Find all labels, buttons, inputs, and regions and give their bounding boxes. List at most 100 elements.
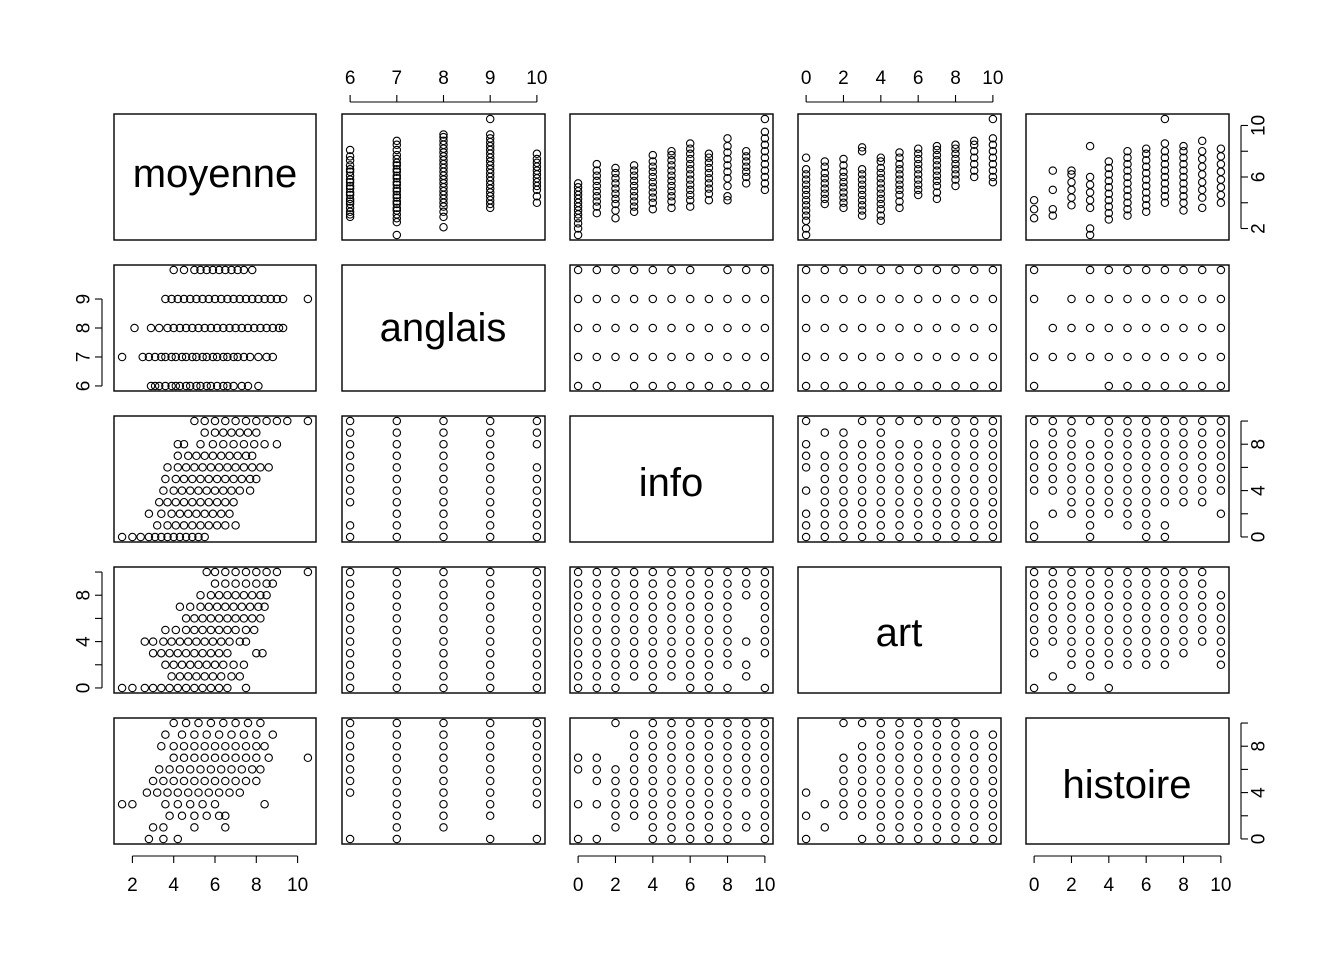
point-info-vs-histoire <box>1048 486 1058 495</box>
point-art-vs-histoire <box>1179 579 1188 588</box>
point-moyenne-vs-art <box>913 149 923 159</box>
point-moyenne-vs-art <box>801 170 811 179</box>
point-info-vs-anglais <box>439 474 448 484</box>
point-moyenne-vs-art <box>932 156 942 165</box>
point-moyenne-vs-art <box>932 145 942 155</box>
point-anglais-vs-moyenne <box>181 352 191 362</box>
point-anglais-vs-moyenne <box>243 381 253 391</box>
point-art-vs-moyenne <box>268 579 278 588</box>
point-moyenne-vs-art <box>932 161 942 170</box>
point-info-vs-moyenne <box>183 451 193 461</box>
point-anglais-vs-info <box>741 381 751 391</box>
point-info-vs-moyenne <box>243 428 253 437</box>
point-histoire-vs-moyenne <box>204 788 214 797</box>
point-moyenne-vs-info <box>760 172 770 182</box>
point-histoire-vs-info <box>760 834 770 844</box>
point-art-vs-info <box>611 602 620 612</box>
point-info-vs-histoire <box>1085 439 1095 449</box>
point-moyenne-vs-info <box>629 186 639 196</box>
point-histoire-vs-moyenne <box>161 730 170 739</box>
point-moyenne-vs-info <box>723 161 732 170</box>
point-info-vs-anglais <box>532 439 542 449</box>
point-moyenne-vs-histoire <box>1085 188 1095 197</box>
point-anglais-vs-art <box>839 265 848 275</box>
point-info-vs-histoire <box>1197 497 1207 507</box>
tick-label-bottom-moyenne: 4 <box>168 875 179 896</box>
point-art-vs-moyenne <box>247 590 257 600</box>
point-anglais-vs-moyenne <box>216 294 226 304</box>
point-histoire-vs-info <box>667 788 676 797</box>
point-art-vs-info <box>573 637 583 646</box>
diagonal-panel-anglais <box>341 264 546 392</box>
point-info-vs-moyenne <box>208 509 218 519</box>
point-art-vs-moyenne <box>190 614 199 623</box>
point-anglais-vs-info <box>741 265 751 275</box>
point-art-vs-info <box>685 614 695 623</box>
point-moyenne-vs-histoire <box>1197 146 1207 156</box>
point-info-vs-anglais <box>439 451 448 461</box>
point-anglais-vs-moyenne <box>237 381 247 391</box>
point-moyenne-vs-info <box>704 174 714 183</box>
point-art-vs-info <box>723 567 732 577</box>
tick-label-bottom-moyenne: 2 <box>127 875 138 896</box>
point-art-vs-info <box>573 614 583 623</box>
point-info-vs-moyenne <box>210 486 220 495</box>
point-moyenne-vs-art <box>932 181 942 191</box>
point-moyenne-vs-info <box>629 202 639 211</box>
tick-label-left-anglais: 9 <box>74 294 95 305</box>
point-moyenne-vs-histoire <box>1141 194 1151 204</box>
point-moyenne-vs-anglais <box>392 161 402 170</box>
point-histoire-vs-anglais <box>345 718 355 728</box>
point-info-vs-histoire <box>1067 428 1076 437</box>
point-art-vs-histoire <box>1104 590 1114 600</box>
point-anglais-vs-info <box>741 352 751 362</box>
point-anglais-vs-art <box>857 381 867 391</box>
point-histoire-vs-art <box>895 730 904 739</box>
point-info-vs-anglais <box>485 509 495 519</box>
point-info-vs-moyenne <box>212 474 222 484</box>
point-info-vs-moyenne <box>188 532 197 542</box>
point-histoire-vs-moyenne <box>183 788 193 797</box>
point-art-vs-anglais <box>392 579 402 588</box>
point-histoire-vs-info <box>629 811 639 821</box>
point-art-vs-histoire <box>1048 625 1058 635</box>
point-histoire-vs-moyenne <box>206 765 216 774</box>
point-histoire-vs-info <box>723 811 732 821</box>
point-histoire-vs-info <box>648 799 658 809</box>
point-info-vs-art <box>801 532 811 542</box>
point-moyenne-vs-histoire <box>1048 211 1058 220</box>
point-anglais-vs-moyenne <box>206 381 216 391</box>
point-art-vs-histoire <box>1216 602 1226 612</box>
point-histoire-vs-art <box>969 811 979 821</box>
point-moyenne-vs-art <box>876 211 886 220</box>
point-moyenne-vs-histoire <box>1123 185 1132 195</box>
point-histoire-vs-anglais <box>392 811 402 821</box>
point-info-vs-art <box>876 521 886 530</box>
point-info-vs-moyenne <box>188 521 197 530</box>
point-moyenne-vs-info <box>667 197 676 206</box>
point-anglais-vs-moyenne <box>208 352 218 362</box>
point-histoire-vs-art <box>951 811 960 821</box>
point-histoire-vs-info <box>741 776 751 786</box>
point-moyenne-vs-histoire <box>1141 207 1151 217</box>
point-moyenne-vs-art <box>988 172 998 182</box>
point-moyenne-vs-info <box>648 193 658 202</box>
point-art-vs-histoire <box>1067 648 1076 658</box>
point-art-vs-moyenne <box>249 625 259 635</box>
point-info-vs-histoire <box>1029 463 1039 472</box>
point-info-vs-histoire <box>1104 439 1114 449</box>
diagonal-label-histoire: histoire <box>1063 763 1192 807</box>
point-histoire-vs-art <box>839 718 848 728</box>
point-art-vs-info <box>573 567 583 577</box>
point-moyenne-vs-info <box>685 195 695 205</box>
point-info-vs-histoire <box>1216 486 1226 495</box>
point-histoire-vs-moyenne <box>194 788 203 797</box>
panel-anglais-vs-art <box>797 264 1002 392</box>
point-info-vs-art <box>969 463 979 472</box>
point-art-vs-info <box>648 625 658 635</box>
point-info-vs-art <box>969 439 979 449</box>
point-art-vs-histoire <box>1048 602 1058 612</box>
point-histoire-vs-info <box>611 799 620 809</box>
point-histoire-vs-anglais <box>345 753 355 763</box>
point-histoire-vs-info <box>685 799 695 809</box>
